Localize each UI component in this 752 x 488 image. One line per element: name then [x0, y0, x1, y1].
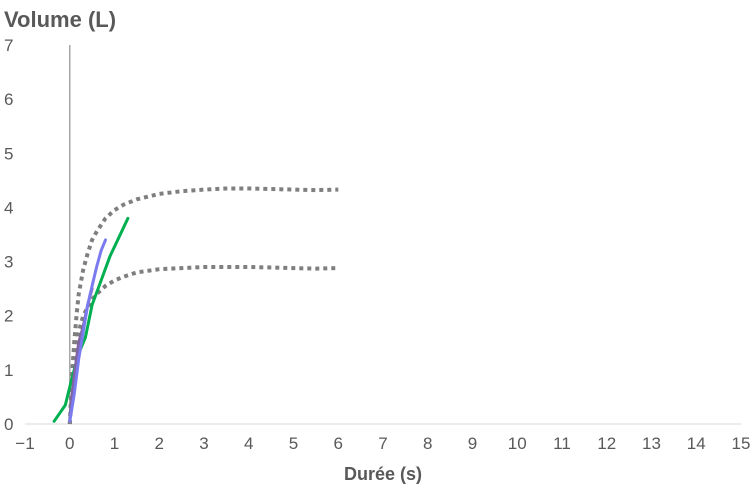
x-tick-label: 0 — [65, 434, 74, 453]
y-tick-label: 6 — [4, 90, 13, 109]
chart-title: Volume (L) — [4, 7, 116, 32]
x-tick-label: 1 — [110, 434, 119, 453]
axes — [25, 45, 741, 425]
x-axis-label: Durée (s) — [344, 464, 422, 484]
series-line-3 — [52, 216, 130, 423]
y-tick-label: 1 — [4, 361, 13, 380]
series-group — [52, 186, 339, 425]
x-tick-label: 4 — [244, 434, 253, 453]
x-tick-label: 3 — [199, 434, 208, 453]
x-tick-label: 10 — [508, 434, 527, 453]
y-tick-label: 3 — [4, 253, 13, 272]
x-tick-label: 12 — [597, 434, 616, 453]
y-tick-label: 5 — [4, 144, 13, 163]
x-tick-label: −1 — [15, 434, 34, 453]
x-tick-label: 9 — [468, 434, 477, 453]
x-tick-label: 2 — [155, 434, 164, 453]
series-line-2 — [67, 265, 339, 425]
series-line-1 — [67, 186, 339, 425]
x-tick-label: 14 — [687, 434, 706, 453]
y-tick-label: 2 — [4, 307, 13, 326]
x-tick-label: 5 — [289, 434, 298, 453]
y-tick-label: 4 — [4, 198, 13, 217]
x-tick-label: 13 — [642, 434, 661, 453]
x-tick-label: 15 — [732, 434, 751, 453]
x-tick-label: 6 — [334, 434, 343, 453]
series-line-5 — [68, 238, 107, 423]
x-tick-label: 8 — [423, 434, 432, 453]
y-tick-label: 0 — [4, 415, 13, 434]
x-tick-label: 11 — [553, 434, 571, 453]
y-tick-label: 7 — [4, 36, 13, 55]
x-tick-label: 7 — [378, 434, 387, 453]
